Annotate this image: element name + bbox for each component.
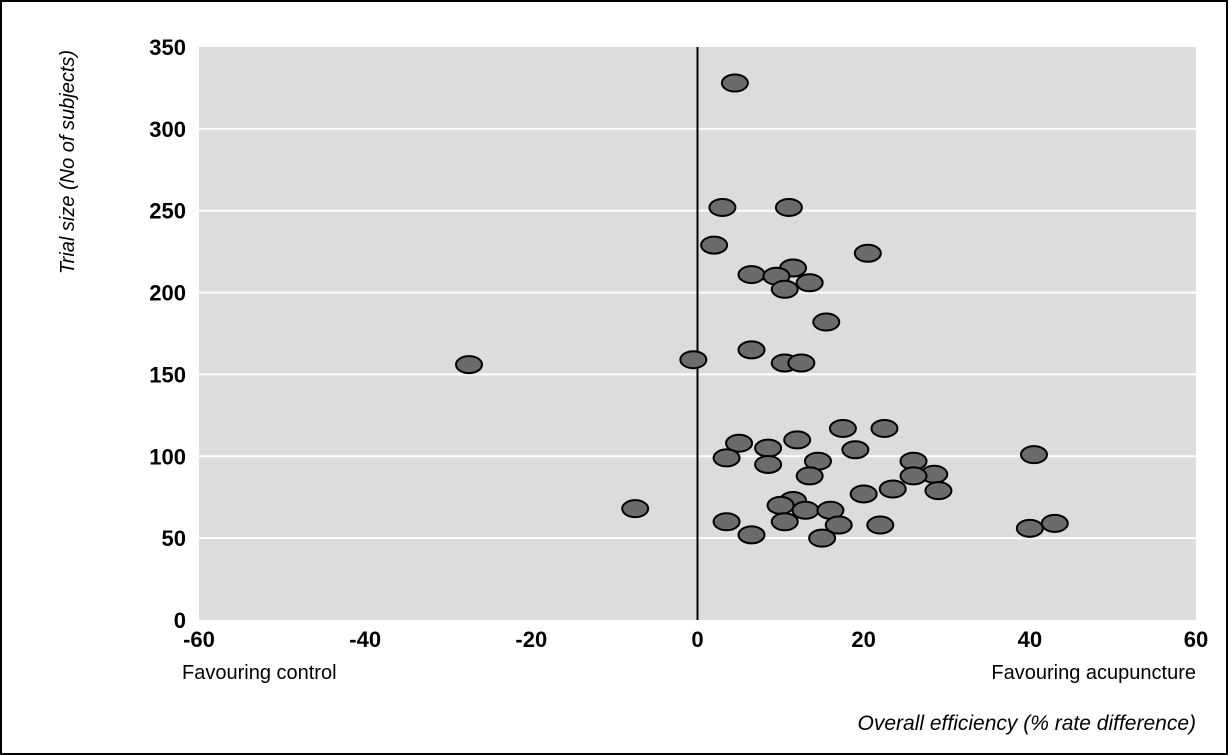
data-points (455, 73, 1069, 548)
x-tick-label: -60 (183, 627, 215, 652)
x-tick-label: -20 (515, 627, 547, 652)
x-tick-label: 60 (1184, 627, 1208, 652)
data-point (754, 438, 783, 458)
y-tick-label: 100 (149, 444, 186, 469)
data-point (737, 265, 766, 285)
data-point (774, 197, 803, 217)
data-point (708, 197, 737, 217)
data-point (787, 353, 816, 373)
data-point (766, 495, 795, 515)
data-point (828, 418, 857, 438)
data-point (924, 481, 953, 501)
data-point (791, 500, 820, 520)
data-point (737, 340, 766, 360)
y-tick-label: 150 (149, 362, 186, 387)
data-point (770, 512, 799, 532)
favouring-acupuncture-label: Favouring acupuncture (991, 662, 1196, 684)
data-point (899, 466, 928, 486)
x-axis-ticks: -60 -40 -20 0 20 40 60 (183, 627, 1208, 652)
y-tick-label: 250 (149, 199, 186, 224)
data-point (783, 430, 812, 450)
data-point (455, 355, 484, 375)
data-point (853, 243, 882, 263)
x-tick-label: 20 (851, 627, 875, 652)
data-point (1015, 518, 1044, 538)
data-point (770, 279, 799, 299)
y-tick-label: 200 (149, 281, 186, 306)
data-point (808, 528, 837, 548)
data-point (795, 466, 824, 486)
favouring-control-label: Favouring control (182, 662, 337, 684)
data-point (878, 479, 907, 499)
data-point (725, 433, 754, 453)
y-axis-ticks: 0 50 100 150 200 250 300 350 (149, 35, 186, 633)
y-tick-label: 50 (162, 526, 186, 551)
data-point (1019, 445, 1048, 465)
data-point (754, 454, 783, 474)
y-axis-title: Trial size (No of subjects) (57, 50, 79, 274)
x-tick-label: 0 (691, 627, 703, 652)
x-tick-label: -40 (349, 627, 381, 652)
data-point (720, 73, 749, 93)
data-point (849, 484, 878, 504)
data-point (841, 440, 870, 460)
x-axis-title: Overall efficiency (% rate difference) (858, 712, 1196, 735)
data-point (870, 418, 899, 438)
data-point (679, 350, 708, 370)
data-point (712, 448, 741, 468)
data-point (712, 512, 741, 532)
data-point (737, 525, 766, 545)
data-point (795, 273, 824, 293)
x-tick-label: 40 (1018, 627, 1042, 652)
data-point (866, 515, 895, 535)
y-tick-label: 350 (149, 35, 186, 60)
data-point (824, 515, 853, 535)
data-point (700, 235, 729, 255)
y-tick-label: 0 (174, 608, 186, 633)
y-tick-label: 300 (149, 117, 186, 142)
data-point (1040, 513, 1069, 533)
data-point (812, 312, 841, 332)
data-point (621, 499, 650, 519)
